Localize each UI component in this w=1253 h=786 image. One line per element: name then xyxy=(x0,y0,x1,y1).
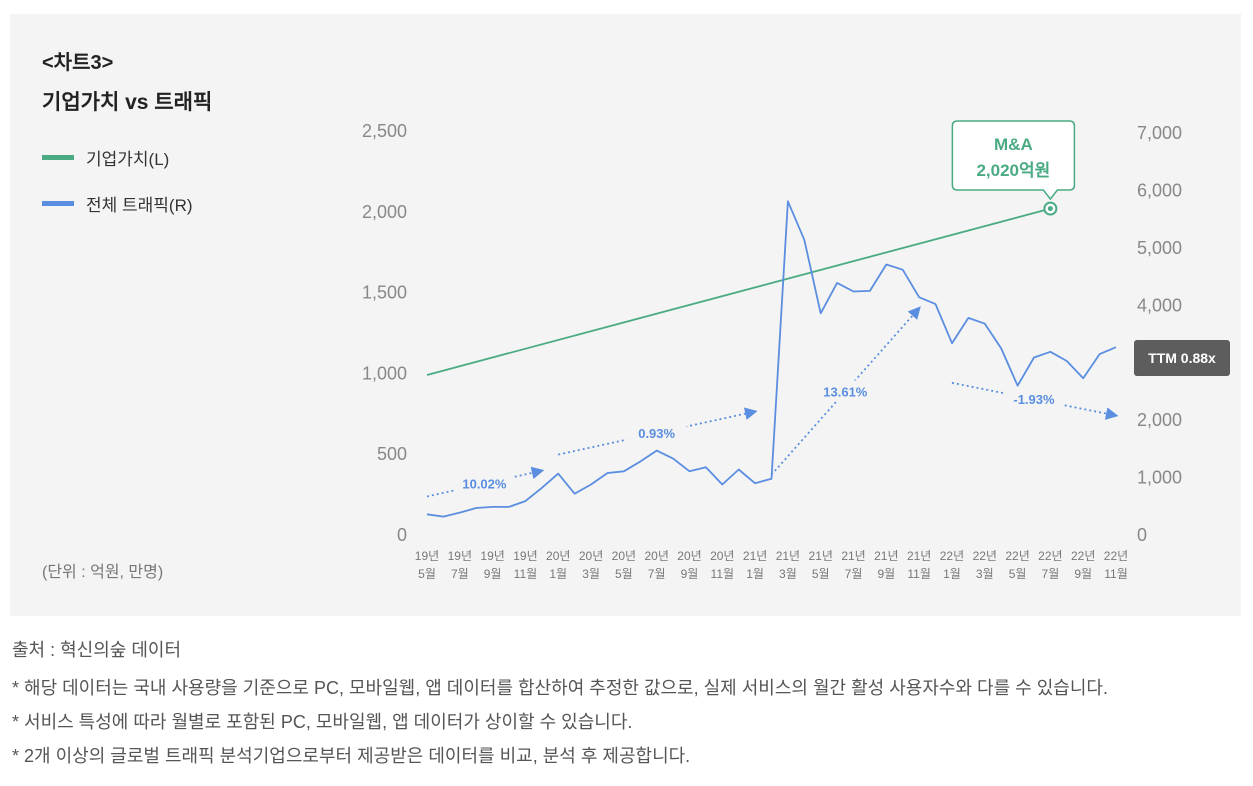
x-axis-tick-month: 3월 xyxy=(582,567,600,581)
trend-label-bg xyxy=(1003,388,1064,409)
legend-label-traffic: 전체 트래픽(R) xyxy=(86,196,193,215)
left-axis-tick-label: 2,500 xyxy=(362,121,407,141)
x-axis-tick-month: 1월 xyxy=(943,567,961,581)
x-axis-tick-year: 22년 xyxy=(1071,549,1095,563)
valuation-line xyxy=(426,207,1051,376)
x-axis-tick-year: 19년 xyxy=(513,549,537,563)
legend-label-valuation: 기업가치(L) xyxy=(86,150,170,169)
x-axis-tick-year: 21년 xyxy=(874,549,898,563)
legend-swatch-traffic xyxy=(42,201,74,206)
x-axis-tick-month: 7월 xyxy=(451,567,469,581)
x-axis-tick-month: 1월 xyxy=(746,567,764,581)
right-axis-tick-label: 0 xyxy=(1137,525,1147,545)
x-axis-tick-year: 22년 xyxy=(1005,549,1029,563)
x-axis-tick-month: 7월 xyxy=(1042,567,1060,581)
x-axis-tick-month: 3월 xyxy=(976,567,994,581)
trend-label: 13.61% xyxy=(823,384,868,399)
chart-number: <차트3> xyxy=(42,52,114,74)
x-axis-tick-year: 20년 xyxy=(677,549,701,563)
x-axis-tick-year: 21년 xyxy=(841,549,865,563)
legend-item-traffic: 전체 트래픽(R) xyxy=(42,191,193,216)
right-axis-tick-label: 2,000 xyxy=(1137,410,1182,430)
annotation-title: M&A xyxy=(994,135,1033,154)
x-axis-tick-month: 5월 xyxy=(812,567,830,581)
annotation-marker-dot xyxy=(1047,206,1053,212)
source-text: 출처 : 혁신의숲 데이터 xyxy=(12,640,182,660)
annotation-value: 2,020억원 xyxy=(976,161,1050,180)
x-axis-tick-year: 20년 xyxy=(579,549,603,563)
x-axis-tick-month: 5월 xyxy=(1009,567,1027,581)
left-axis-tick-label: 1,500 xyxy=(362,283,407,303)
traffic-line xyxy=(426,200,1117,518)
x-axis-tick-year: 22년 xyxy=(940,549,964,563)
x-axis-tick-year: 22년 xyxy=(973,549,997,563)
x-axis-tick-month: 5월 xyxy=(615,567,633,581)
left-axis-tick-label: 2,000 xyxy=(362,202,407,222)
legend-item-valuation: 기업가치(L) xyxy=(42,145,169,170)
x-axis-tick-month: 9월 xyxy=(681,567,699,581)
x-axis-tick-year: 20년 xyxy=(644,549,668,563)
x-axis-tick-year: 21년 xyxy=(809,549,833,563)
x-axis-tick-year: 19년 xyxy=(480,549,504,563)
footnote-1: * 해당 데이터는 국내 사용량을 기준으로 PC, 모바일웹, 앱 데이터를 … xyxy=(12,678,1108,698)
x-axis-tick-year: 20년 xyxy=(710,549,734,563)
x-axis-tick-month: 9월 xyxy=(484,567,502,581)
x-axis-tick-year: 21년 xyxy=(776,549,800,563)
x-axis-tick-year: 21년 xyxy=(743,549,767,563)
x-axis-tick-year: 22년 xyxy=(1104,549,1128,563)
right-axis-tick-label: 6,000 xyxy=(1137,180,1182,200)
x-axis-tick-year: 19년 xyxy=(448,549,472,563)
x-axis-tick-year: 21년 xyxy=(907,549,931,563)
x-axis-tick-month: 11월 xyxy=(711,567,735,581)
trend-label-bg xyxy=(626,422,687,443)
chart-panel xyxy=(10,14,1241,616)
x-axis-tick-month: 1월 xyxy=(549,567,567,581)
x-axis-tick-year: 19년 xyxy=(415,549,439,563)
x-axis-tick-month: 5월 xyxy=(418,567,436,581)
trend-label-bg xyxy=(454,472,515,493)
ttm-badge: TTM 0.88x xyxy=(1134,340,1230,376)
left-axis-tick-label: 0 xyxy=(397,525,407,545)
x-axis-tick-month: 11월 xyxy=(907,567,931,581)
right-axis-tick-label: 5,000 xyxy=(1137,238,1182,258)
x-axis-tick-year: 22년 xyxy=(1038,549,1062,563)
x-axis-tick-year: 20년 xyxy=(546,549,570,563)
x-axis-tick-month: 11월 xyxy=(1104,567,1128,581)
right-axis-tick-label: 7,000 xyxy=(1137,123,1182,143)
unit-note: (단위 : 억원, 만명) xyxy=(42,564,164,581)
trend-label: 0.93% xyxy=(638,426,675,441)
x-axis-tick-month: 9월 xyxy=(877,567,895,581)
x-axis-tick-month: 3월 xyxy=(779,567,797,581)
x-axis-tick-month: 7월 xyxy=(648,567,666,581)
footnote-2: * 서비스 특성에 따라 월별로 포함된 PC, 모바일웹, 앱 데이터가 상이… xyxy=(12,712,633,732)
x-axis-tick-year: 20년 xyxy=(612,549,636,563)
footnote-3: * 2개 이상의 글로벌 트래픽 분석기업으로부터 제공받은 데이터를 비교, … xyxy=(12,746,691,766)
legend-swatch-valuation xyxy=(42,155,74,160)
annotation-callout xyxy=(951,120,1076,201)
chart-title: 기업가치 vs 트래픽 xyxy=(42,91,213,114)
right-axis-tick-label: 1,000 xyxy=(1137,468,1182,488)
left-axis-tick-label: 500 xyxy=(377,444,407,464)
trend-label: -1.93% xyxy=(1013,392,1055,407)
x-axis-tick-month: 7월 xyxy=(845,567,863,581)
right-axis-tick-label: 4,000 xyxy=(1137,295,1182,315)
x-axis-tick-month: 11월 xyxy=(514,567,538,581)
left-axis-tick-label: 1,000 xyxy=(362,363,407,383)
trend-label-bg xyxy=(815,380,876,401)
line-chart: 0 500 1,000 1,500 2,000 2,500 0 1,000 2,000 4,000… xyxy=(362,120,1182,581)
x-axis-tick-month: 9월 xyxy=(1074,567,1092,581)
trend-label: 10.02% xyxy=(462,477,507,492)
